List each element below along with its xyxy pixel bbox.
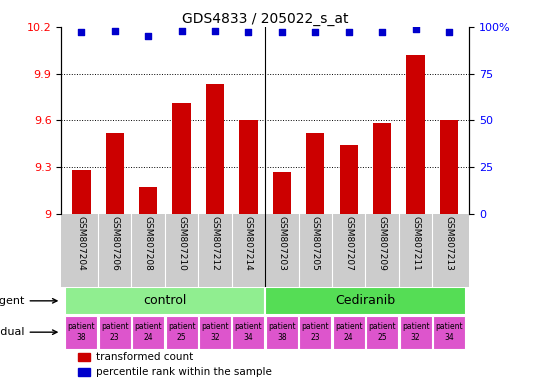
Bar	[239, 120, 257, 214]
Text: GSM807214: GSM807214	[244, 217, 253, 271]
Text: patient
25: patient 25	[168, 323, 196, 342]
Text: Cediranib: Cediranib	[335, 295, 395, 307]
Bar	[166, 316, 198, 349]
Bar	[139, 187, 157, 214]
Point	[244, 30, 253, 36]
Point	[278, 30, 286, 36]
Text: patient
23: patient 23	[302, 323, 329, 342]
Point	[77, 30, 86, 36]
Point	[311, 30, 320, 36]
Bar	[172, 103, 191, 214]
Point	[211, 28, 219, 34]
Text: control: control	[143, 295, 187, 307]
Bar	[306, 132, 325, 214]
Bar	[232, 316, 264, 349]
Text: patient
38: patient 38	[68, 323, 95, 342]
Bar	[273, 172, 291, 214]
Bar	[433, 316, 465, 349]
Point	[411, 26, 420, 32]
Bar	[440, 120, 458, 214]
Bar	[406, 55, 425, 214]
Bar	[340, 145, 358, 214]
Bar	[366, 316, 398, 349]
Bar	[400, 316, 432, 349]
Title: GDS4833 / 205022_s_at: GDS4833 / 205022_s_at	[182, 12, 349, 26]
Text: percentile rank within the sample: percentile rank within the sample	[96, 367, 272, 377]
Bar	[106, 132, 124, 214]
Bar	[78, 353, 90, 361]
Point	[110, 28, 119, 34]
Text: agent: agent	[0, 296, 57, 306]
Point	[445, 30, 453, 36]
Bar	[99, 316, 131, 349]
Point	[378, 30, 386, 36]
Text: patient
24: patient 24	[134, 323, 162, 342]
Text: GSM807208: GSM807208	[144, 217, 152, 271]
Bar	[373, 123, 391, 214]
Text: individual: individual	[0, 327, 57, 337]
Point	[177, 28, 186, 34]
Bar	[265, 287, 466, 315]
Text: GSM807213: GSM807213	[445, 217, 454, 271]
Text: GSM807205: GSM807205	[311, 217, 320, 271]
Text: patient
34: patient 34	[235, 323, 262, 342]
Text: GSM807207: GSM807207	[344, 217, 353, 271]
Point	[144, 33, 152, 39]
Text: GSM807203: GSM807203	[277, 217, 286, 271]
Point	[344, 30, 353, 36]
Text: transformed count: transformed count	[96, 352, 193, 362]
Text: GSM807212: GSM807212	[211, 217, 220, 271]
Bar	[266, 316, 298, 349]
Text: patient
38: patient 38	[268, 323, 296, 342]
Text: GSM807204: GSM807204	[77, 217, 86, 271]
Text: GSM807206: GSM807206	[110, 217, 119, 271]
Text: patient
32: patient 32	[402, 323, 430, 342]
Text: patient
24: patient 24	[335, 323, 362, 342]
Bar	[199, 316, 231, 349]
Bar	[78, 368, 90, 376]
Bar	[66, 316, 98, 349]
Bar	[72, 170, 91, 214]
Bar	[64, 287, 265, 315]
Text: GSM807209: GSM807209	[378, 217, 386, 271]
Bar	[206, 84, 224, 214]
Text: GSM807210: GSM807210	[177, 217, 186, 271]
Bar	[132, 316, 164, 349]
Text: GSM807211: GSM807211	[411, 217, 420, 271]
Text: patient
23: patient 23	[101, 323, 128, 342]
Text: patient
34: patient 34	[435, 323, 463, 342]
Text: patient
32: patient 32	[201, 323, 229, 342]
Text: patient
25: patient 25	[368, 323, 396, 342]
Bar	[333, 316, 365, 349]
Bar	[299, 316, 332, 349]
